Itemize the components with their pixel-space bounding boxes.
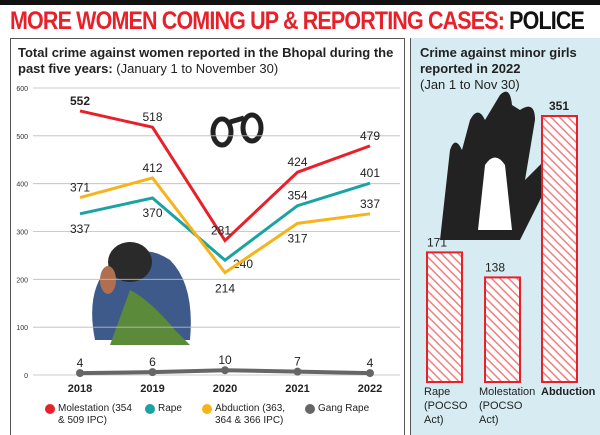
legend-dot (45, 404, 55, 414)
bar (484, 276, 521, 383)
y-tick-label: 0 (24, 373, 28, 380)
legend-dot (305, 404, 315, 414)
bar (541, 115, 578, 383)
data-point (293, 367, 302, 376)
data-label: 479 (360, 129, 380, 143)
data-label: 214 (215, 282, 235, 296)
legend-label: Molestation (354 & 509 IPC) (58, 403, 132, 426)
data-label: 7 (294, 355, 301, 369)
legend-molestation: Molestation (354 & 509 IPC) (45, 403, 138, 427)
data-label: 518 (142, 110, 162, 124)
x-tick-label: 2022 (358, 383, 382, 395)
bar-value-label: 171 (427, 235, 447, 249)
data-label: 424 (287, 155, 307, 169)
y-tick-label: 600 (16, 86, 28, 93)
series-line-1 (79, 181, 371, 263)
bar-label-molestation: Molestation (POCSO Act) (479, 386, 536, 426)
data-label: 371 (70, 181, 90, 195)
data-label: 337 (70, 222, 90, 236)
legend-label: Rape (158, 403, 182, 414)
title-normal: (January 1 to November 30) (116, 61, 279, 76)
data-label: 552 (70, 94, 90, 108)
bar-value-label: 351 (549, 99, 569, 113)
bar-label-rape: Rape (POCSO Act) (424, 386, 468, 426)
series-line-0 (79, 109, 371, 243)
data-label: 10 (218, 353, 232, 367)
data-label: 354 (287, 189, 307, 203)
y-tick-label: 500 (16, 134, 28, 141)
headline-black: POLICE (509, 7, 585, 35)
bar-label-abduction: Abduction (541, 386, 596, 398)
bar-chart-title: Crime against minor girls reported in 20… (420, 45, 595, 93)
x-tick-label: 2019 (140, 383, 164, 395)
bar (426, 251, 463, 383)
x-tick-label: 2018 (68, 383, 92, 395)
data-point (148, 368, 157, 377)
legend-label: Gang Rape (318, 403, 370, 414)
y-tick-label: 200 (16, 277, 28, 284)
data-point (76, 369, 84, 378)
bar-value-label: 138 (485, 260, 505, 274)
data-label: 337 (360, 197, 380, 211)
distressed-woman-illustration (92, 242, 191, 345)
top-bar (0, 0, 600, 5)
legend-dot (202, 404, 212, 414)
data-label: 401 (360, 166, 380, 180)
handcuffs-icon (210, 112, 264, 148)
line-chart-title: Total crime against women reported in th… (18, 45, 403, 77)
data-label: 6 (149, 355, 156, 369)
y-tick-label: 300 (16, 230, 28, 237)
y-tick-label: 400 (16, 182, 28, 189)
data-label: 412 (142, 161, 162, 175)
left-panel (10, 38, 405, 435)
legend-dot (145, 404, 155, 414)
data-label: 370 (142, 206, 162, 220)
title-bold: Total crime against women reported in th… (18, 45, 394, 76)
legend-abduction: Abduction (363, 364 & 366 IPC) (202, 403, 295, 427)
headline: MORE WOMEN COMING UP & REPORTING CASES: … (10, 7, 585, 36)
data-point (221, 366, 229, 375)
x-tick-label: 2020 (213, 383, 237, 395)
y-tick-label: 100 (16, 325, 28, 332)
data-label: 4 (367, 356, 374, 370)
title-bold: Crime against minor girls reported in 20… (420, 45, 577, 76)
hand-silhouette-illustration (440, 91, 557, 241)
title-normal: (Jan 1 to Nov 30) (420, 77, 520, 92)
x-tick-label: 2021 (285, 383, 309, 395)
data-label: 317 (287, 231, 307, 245)
legend-label: Abduction (363, 364 & 366 IPC) (215, 403, 286, 426)
data-label: 4 (77, 356, 84, 370)
legend-rape: Rape (145, 403, 182, 415)
data-point (366, 369, 374, 378)
legend-gang-rape: Gang Rape (305, 403, 369, 415)
headline-red: MORE WOMEN COMING UP & REPORTING CASES: (10, 7, 505, 35)
data-label: 240 (233, 257, 253, 271)
series-line-2 (79, 176, 371, 275)
data-label: 281 (211, 224, 231, 238)
